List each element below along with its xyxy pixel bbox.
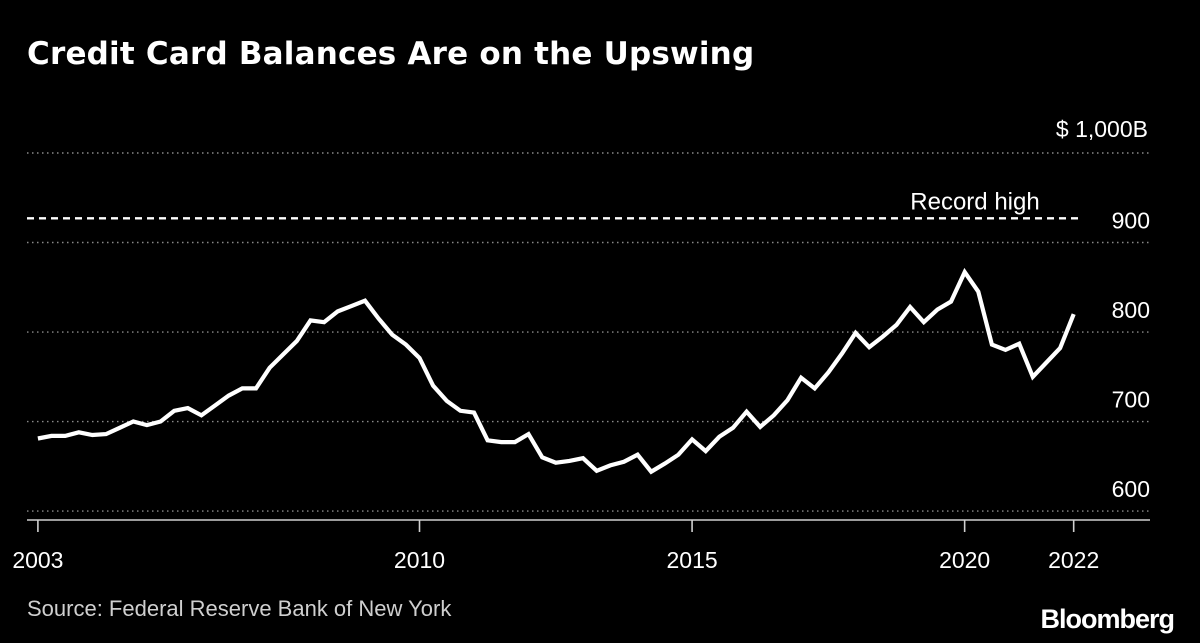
y-tick-label-700: 700 [1112, 387, 1150, 413]
y-tick-label-900: 900 [1112, 208, 1150, 234]
x-tick-label-2010: 2010 [394, 547, 445, 573]
reference-line-group: Record high [27, 188, 1082, 220]
series-line-group [37, 267, 1076, 475]
y-axis-tick-labels: $ 1,000B 600 700 800 900 [1056, 116, 1150, 502]
chart-title: Credit Card Balances Are on the Upswing [27, 36, 755, 72]
x-axis: 2003 2010 2015 2020 2022 [12, 519, 1150, 573]
x-tick-label-2020: 2020 [939, 547, 990, 573]
source-note: Source: Federal Reserve Bank of New York [27, 596, 452, 621]
series-line-0 [37, 267, 1076, 475]
x-tick-label-2015: 2015 [666, 547, 717, 573]
x-tick-label-2022: 2022 [1048, 547, 1099, 573]
y-tick-label-600: 600 [1112, 476, 1150, 502]
x-tick-label-2003: 2003 [12, 547, 63, 573]
grid-lines [27, 152, 1150, 512]
bloomberg-logo: Bloomberg [1040, 604, 1175, 634]
record-high-label: Record high [910, 188, 1039, 215]
y-axis-unit-label: $ 1,000B [1056, 116, 1148, 142]
y-tick-label-800: 800 [1112, 297, 1150, 323]
